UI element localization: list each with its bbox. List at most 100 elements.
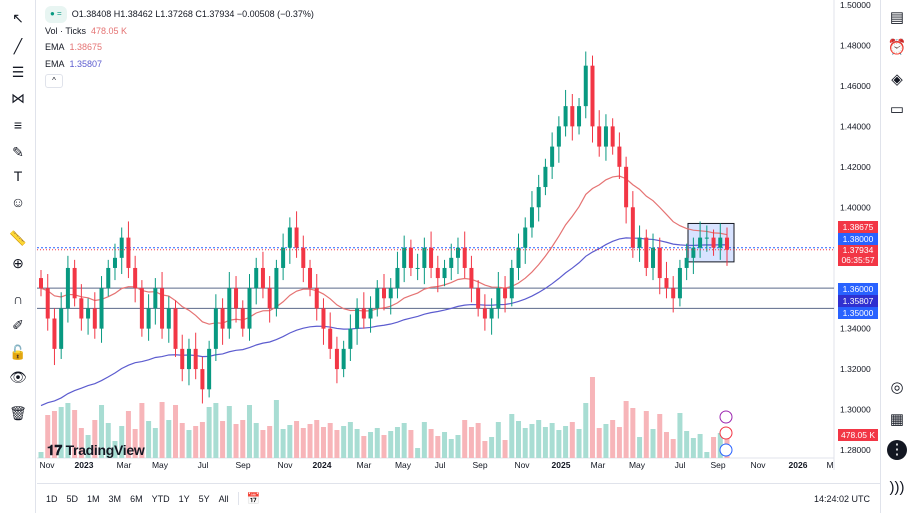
cursor-icon[interactable]: ↖ xyxy=(12,10,24,26)
collapse-legend-button[interactable]: ^ xyxy=(45,74,63,88)
x-tick-label: Nov xyxy=(277,460,293,470)
volume-bar xyxy=(717,433,723,458)
tf-3m[interactable]: 3M xyxy=(108,493,122,504)
volume-bar xyxy=(45,415,51,458)
lock-icon[interactable]: 🔓 xyxy=(9,344,27,360)
candle-body xyxy=(240,308,245,329)
trash-icon[interactable]: 🗑 xyxy=(9,405,27,421)
lock-drawing-icon[interactable]: ✐ xyxy=(12,317,24,333)
alerts-icon[interactable]: ⏰ xyxy=(887,39,907,56)
candle-body xyxy=(227,288,232,329)
ruler-icon[interactable]: 📏 xyxy=(9,230,27,246)
pitchfork-icon[interactable]: ⋈ xyxy=(11,90,25,106)
candle-body xyxy=(301,247,306,268)
candle-body xyxy=(153,288,158,309)
zoom-icon[interactable]: ⊕ xyxy=(12,255,24,271)
tf-1m[interactable]: 1M xyxy=(87,493,100,504)
eye-icon[interactable]: 👁 xyxy=(9,369,27,385)
volume-bar xyxy=(112,441,118,458)
candle-body xyxy=(476,288,481,309)
volume-bar xyxy=(589,377,595,458)
candle-body xyxy=(213,308,218,349)
text-icon[interactable]: T xyxy=(13,168,23,184)
ema2-line xyxy=(40,237,728,407)
last-price: 1.37934 xyxy=(842,245,874,255)
candle-body xyxy=(382,288,386,299)
volume-bar xyxy=(529,424,535,458)
clock[interactable]: 14:24:02 UTC xyxy=(813,493,870,504)
candle-body xyxy=(361,308,366,319)
brush-icon[interactable]: ✎ xyxy=(12,144,24,160)
candle-body xyxy=(355,308,360,329)
volume-bar xyxy=(549,423,555,458)
volume-bar xyxy=(347,422,353,458)
candle-body xyxy=(375,288,380,309)
volume-bar xyxy=(341,426,347,458)
candle-body xyxy=(644,237,649,268)
chart-legend: ● = O1.38408 H1.38462 L1.37268 C1.37934 −… xyxy=(45,6,314,88)
x-tick-label: May xyxy=(629,460,646,470)
layers-icon[interactable]: ◈ xyxy=(891,71,903,88)
fib-icon[interactable]: ≡ xyxy=(13,117,23,133)
chat-icon[interactable]: ▭ xyxy=(889,101,905,118)
calendar-icon[interactable]: ▦ xyxy=(889,411,905,428)
candle-body xyxy=(529,207,534,228)
candle-body xyxy=(543,166,548,188)
drawing-toolbar: ↖ ╱ ☰ ⋈ ≡ ✎ T ☺ 📏 ⊕ ∩ ✐ 🔓 👁 🗑 xyxy=(0,0,36,513)
volume-bar xyxy=(650,429,656,458)
magnet-icon[interactable]: ∩ xyxy=(12,291,24,307)
volume-bar xyxy=(65,403,71,458)
candle-body xyxy=(207,348,212,390)
candle-body xyxy=(86,308,91,319)
volume-bar xyxy=(536,420,542,458)
ema2-value: 1.35807 xyxy=(69,58,103,69)
x-tick-label: Sep xyxy=(472,460,487,470)
volume-bar xyxy=(374,428,380,458)
event-marker-icon xyxy=(719,410,733,424)
status-pill[interactable]: ● = xyxy=(45,6,67,23)
candle-body xyxy=(321,308,326,329)
level-1.35-tag: 1.35000 xyxy=(838,307,878,319)
volume-bar xyxy=(354,429,360,458)
bottom-toolbar: 1D 5D 1M 3M 6M YTD 1Y 5Y All 📅 14:24:02 … xyxy=(37,483,880,513)
candle-body xyxy=(550,146,555,167)
candle-body xyxy=(139,288,144,329)
candle-body xyxy=(583,65,588,107)
tf-5d[interactable]: 5D xyxy=(66,493,79,504)
apps-icon[interactable]: ⋮ xyxy=(887,440,907,460)
emoji-icon[interactable]: ☺ xyxy=(10,194,26,210)
signal-icon[interactable]: ))) xyxy=(889,479,905,496)
volume-bar xyxy=(246,405,252,458)
price-chart[interactable]: 1.50000 1.48000 1.46000 1.44000 1.42000 1.400… xyxy=(37,0,880,470)
candle-body xyxy=(328,328,333,349)
volume-bar xyxy=(522,428,528,458)
tf-all[interactable]: All xyxy=(218,493,229,504)
candle-body xyxy=(180,348,185,370)
candle-body xyxy=(503,288,508,299)
candle-body xyxy=(563,106,568,127)
y-tick-label: 1.46000 xyxy=(840,81,871,91)
goto-date-icon[interactable]: 📅 xyxy=(237,492,260,505)
volume-bar xyxy=(226,406,232,458)
watchlist-icon[interactable]: ▤ xyxy=(889,9,905,26)
trend-line-icon[interactable]: ╱ xyxy=(13,38,23,54)
candle-body xyxy=(455,247,460,258)
y-tick-label: 1.40000 xyxy=(840,202,871,212)
x-tick-label: Jul xyxy=(435,460,446,470)
tf-5y[interactable]: 5Y xyxy=(198,493,210,504)
tf-6m[interactable]: 6M xyxy=(130,493,143,504)
volume-bar xyxy=(320,427,326,458)
candle-body xyxy=(536,187,541,208)
target-icon[interactable]: ◎ xyxy=(890,379,904,396)
tf-1d[interactable]: 1D xyxy=(46,493,58,504)
horizontal-lines-icon[interactable]: ☰ xyxy=(11,64,25,80)
volume-bar xyxy=(334,430,340,458)
volume-bar xyxy=(542,427,548,458)
volume-bar xyxy=(482,441,488,458)
volume-bar xyxy=(152,428,158,458)
tf-ytd[interactable]: YTD xyxy=(151,493,170,504)
tf-1y[interactable]: 1Y xyxy=(178,493,190,504)
volume-bar xyxy=(394,427,400,458)
volume-bar xyxy=(442,432,448,458)
volume-bar xyxy=(146,421,152,458)
